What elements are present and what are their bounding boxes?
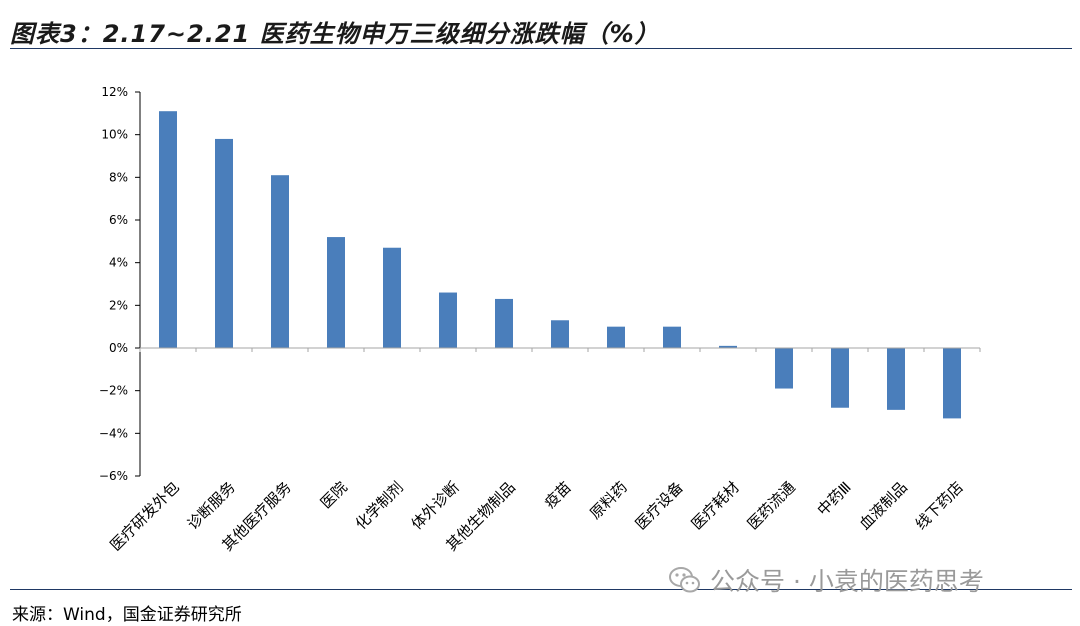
bar — [831, 348, 849, 408]
title-rule — [10, 48, 1072, 49]
x-category-label: 血液制品 — [856, 478, 911, 533]
x-category-label: 医疗耗材 — [688, 478, 743, 533]
bar — [551, 320, 569, 348]
y-tick-label: 10% — [101, 128, 128, 142]
figure-title: 图表3：2.17~2.21 医药生物申万三级细分涨跌幅（%） — [10, 20, 660, 48]
bar — [775, 348, 793, 389]
y-tick-label: 4% — [109, 256, 128, 270]
y-tick-label: −2% — [99, 384, 128, 398]
watermark-text: 公众号 · 小袁的医药思考 — [710, 567, 984, 596]
bar — [159, 111, 177, 348]
x-category-label: 原料药 — [586, 478, 631, 523]
y-tick-label: 6% — [109, 213, 128, 227]
y-tick-label: −6% — [99, 469, 128, 483]
y-tick-label: 8% — [109, 170, 128, 184]
x-category-label: 诊断服务 — [184, 478, 239, 533]
bar — [271, 175, 289, 348]
x-category-label: 线下药店 — [912, 478, 967, 533]
bar-chart: 12%10%8%6%4%2%0%−2%−4%−6%医疗研发外包 诊断服务其他医疗服… — [99, 85, 981, 554]
x-category-label: 医院 — [317, 478, 351, 512]
wechat-icon — [669, 567, 700, 593]
x-category-label: 疫苗 — [541, 478, 575, 512]
bar — [383, 247, 401, 348]
x-category-label: 体外诊断 — [408, 478, 463, 533]
bar — [439, 292, 457, 348]
x-category-label: 医药流通 — [744, 478, 799, 533]
y-tick-label: 12% — [101, 85, 128, 99]
bar — [495, 298, 513, 348]
footer-rule — [10, 589, 1072, 590]
watermark: 公众号 · 小袁的医药思考 — [668, 562, 984, 598]
x-category-label: 医疗设备 — [632, 478, 687, 533]
bar — [719, 345, 737, 348]
bar — [663, 326, 681, 348]
bar — [607, 326, 625, 348]
y-tick-label: 2% — [109, 298, 128, 312]
x-category-label: 中药Ⅲ — [814, 478, 855, 519]
bar — [887, 348, 905, 410]
bar — [327, 237, 345, 348]
x-category-label: 化学制剂 — [352, 478, 407, 533]
y-tick-label: −4% — [99, 426, 128, 440]
x-category-label: 医疗研发外包 — [106, 478, 182, 554]
source-note: 来源：Wind，国金证券研究所 — [12, 605, 242, 625]
y-tick-label: 0% — [109, 341, 128, 355]
bar — [943, 348, 961, 419]
bar — [215, 138, 233, 348]
